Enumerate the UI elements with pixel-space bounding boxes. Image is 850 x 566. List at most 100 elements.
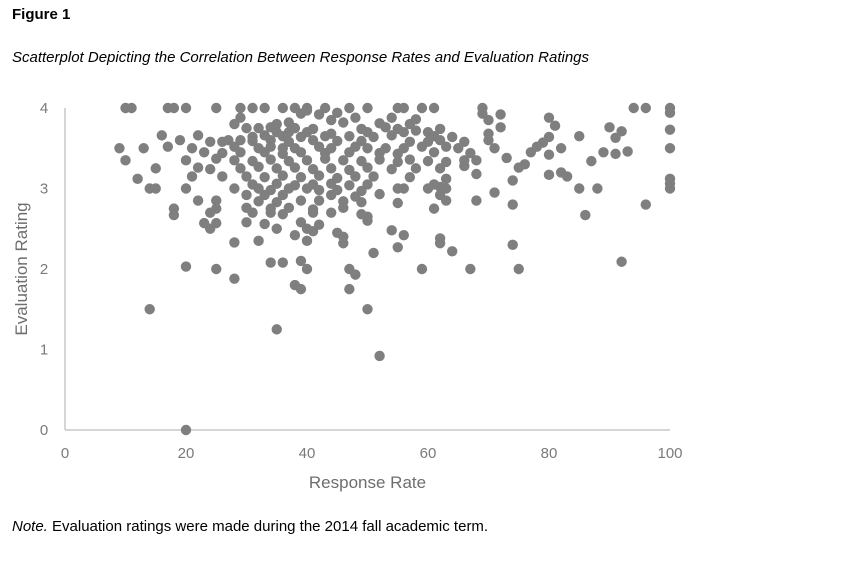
data-point [338, 202, 349, 214]
data-point [664, 143, 676, 154]
data-point [549, 120, 561, 131]
data-point [319, 153, 331, 164]
data-point [259, 172, 270, 183]
data-point [543, 149, 555, 160]
data-point [205, 136, 216, 148]
data-point [604, 122, 615, 133]
data-point [374, 154, 385, 165]
data-point [344, 180, 355, 191]
data-point [543, 169, 555, 181]
data-point [416, 263, 428, 275]
data-point [362, 162, 373, 173]
data-point [374, 188, 385, 200]
data-point [404, 172, 416, 183]
data-point [229, 118, 240, 130]
data-point [374, 350, 385, 362]
data-point [555, 143, 567, 154]
data-point [289, 162, 301, 173]
data-point [465, 147, 476, 159]
data-point [574, 130, 585, 142]
data-point [398, 229, 409, 241]
data-point [398, 183, 409, 194]
data-point [332, 107, 343, 119]
data-point [428, 203, 440, 214]
data-point [229, 155, 240, 166]
data-point [592, 183, 603, 194]
data-point [338, 117, 349, 128]
data-point [410, 125, 422, 136]
data-point [247, 135, 258, 147]
data-point [507, 239, 518, 251]
data-point [471, 155, 482, 166]
data-point [398, 126, 409, 138]
figure-label: Figure 1 [12, 6, 71, 23]
data-point [386, 112, 397, 123]
data-point [259, 102, 270, 114]
scatter-chart: 0 20 40 60 80 100 0 1 2 3 4 Response Rate Evaluat… [12, 100, 683, 492]
data-point [362, 143, 373, 154]
data-point [259, 218, 270, 230]
data-point [386, 130, 397, 141]
data-point [180, 183, 192, 194]
data-point [307, 207, 319, 218]
data-point [386, 163, 397, 175]
data-point [362, 304, 373, 315]
data-point [265, 257, 276, 268]
data-point [277, 148, 288, 160]
data-point [271, 223, 282, 234]
data-point [198, 147, 210, 158]
data-point [525, 147, 537, 158]
data-point [392, 197, 403, 209]
data-point [392, 156, 403, 168]
x-tick-label: 100 [657, 445, 682, 462]
data-point [301, 235, 313, 247]
data-point [326, 189, 337, 201]
data-point [628, 102, 639, 114]
data-point [192, 130, 204, 141]
data-point [295, 108, 307, 119]
data-point [332, 135, 343, 147]
data-point [235, 102, 246, 114]
data-point [344, 130, 355, 142]
data-point [211, 102, 222, 114]
data-point [404, 154, 416, 165]
data-point [422, 183, 434, 194]
data-point [344, 102, 355, 114]
data-point [471, 195, 482, 206]
data-point [295, 131, 307, 143]
data-point [386, 225, 397, 236]
data-point [350, 269, 361, 280]
data-point [586, 155, 597, 167]
data-point [229, 183, 240, 194]
data-point [126, 102, 137, 114]
data-point [398, 102, 409, 114]
data-point [495, 122, 506, 133]
data-point [319, 130, 331, 142]
data-point [186, 171, 198, 182]
data-point [610, 148, 621, 160]
data-point [253, 161, 264, 172]
data-point [235, 147, 246, 158]
data-point [368, 171, 379, 182]
data-point [392, 148, 403, 160]
data-point [247, 102, 258, 114]
data-point [543, 112, 555, 123]
data-point [392, 242, 403, 253]
data-point [265, 154, 276, 165]
y-tick-label: 4 [40, 100, 48, 117]
data-point [277, 257, 288, 268]
data-point [362, 215, 373, 226]
data-point [144, 304, 155, 315]
data-point [295, 255, 307, 267]
data-point [465, 263, 476, 275]
data-point [664, 124, 676, 135]
data-point [295, 283, 307, 295]
data-point [289, 229, 301, 241]
data-point [447, 131, 458, 143]
data-point [211, 153, 222, 164]
data-point [489, 143, 500, 154]
data-point [338, 238, 349, 249]
data-point [344, 283, 355, 295]
data-point [205, 223, 216, 234]
data-point [295, 147, 307, 158]
